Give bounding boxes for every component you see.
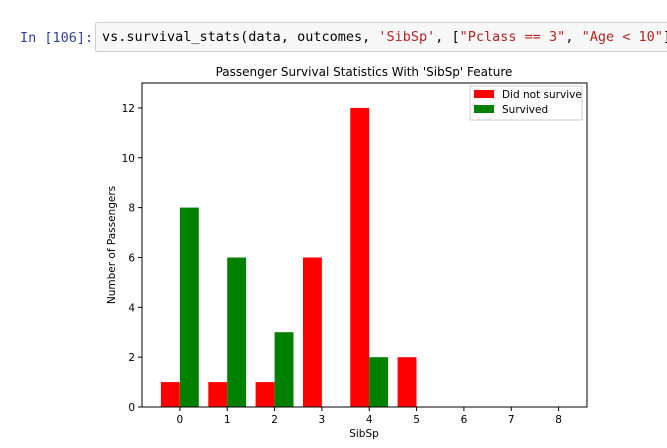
y-tick-label: 6 [128,252,135,264]
code-feature-arg: 'SibSp' [378,29,436,45]
x-tick-label: 2 [271,414,278,426]
bar-survived-4 [369,357,389,407]
x-axis-label: SibSp [349,428,379,440]
x-tick-label: 8 [555,414,562,426]
bar-survived-0 [179,207,199,407]
x-tick-label: 5 [413,414,420,426]
bars-group [160,107,417,408]
x-tick-label: 3 [319,414,326,426]
code-filter-2: "Age < 10" [581,29,663,45]
x-tick-label: 0 [177,414,184,426]
x-tick-label: 1 [224,414,231,426]
code-call: vs.survival_stats(data, outcomes, [102,29,379,45]
y-axis: 0 2 4 6 8 10 12 [122,103,142,414]
bar-did-not-survive-0 [160,382,180,407]
chart-legend: Did not survive Survived [469,85,583,121]
code-list-open: , [ [435,29,460,45]
bar-did-not-survive-1 [208,382,228,407]
code-cell-input[interactable]: vs.survival_stats(data, outcomes, 'SibSp… [95,22,667,52]
y-tick-label: 12 [122,103,135,115]
code-list-sep: , [565,29,582,45]
x-tick-label: 6 [461,414,468,426]
legend-swatch [474,105,494,113]
y-tick-label: 0 [128,402,135,414]
y-tick-label: 2 [128,352,135,364]
bar-survived-2 [274,332,294,407]
x-tick-label: 7 [508,414,515,426]
x-axis: 0 1 2 3 4 5 6 7 8 [177,407,562,426]
bar-survived-1 [227,257,247,407]
chart-title: Passenger Survival Statistics With 'SibS… [216,65,513,79]
legend-swatch [474,90,494,98]
code-filter-1: "Pclass == 3" [459,29,566,45]
y-tick-label: 10 [122,153,135,165]
bar-did-not-survive-4 [350,107,370,408]
bar-did-not-survive-5 [397,357,417,407]
legend-label: Did not survive [502,89,582,101]
bar-did-not-survive-2 [255,382,275,407]
legend-label: Survived [502,104,548,116]
y-tick-label: 4 [128,302,135,314]
bar-did-not-survive-3 [303,257,322,407]
y-axis-label: Number of Passengers [106,186,118,304]
plot-frame [141,82,588,408]
code-list-close: ]) [663,29,667,45]
x-tick-label: 4 [366,414,373,426]
cell-prompt: In [106]: [20,30,94,46]
y-tick-label: 8 [128,203,135,215]
